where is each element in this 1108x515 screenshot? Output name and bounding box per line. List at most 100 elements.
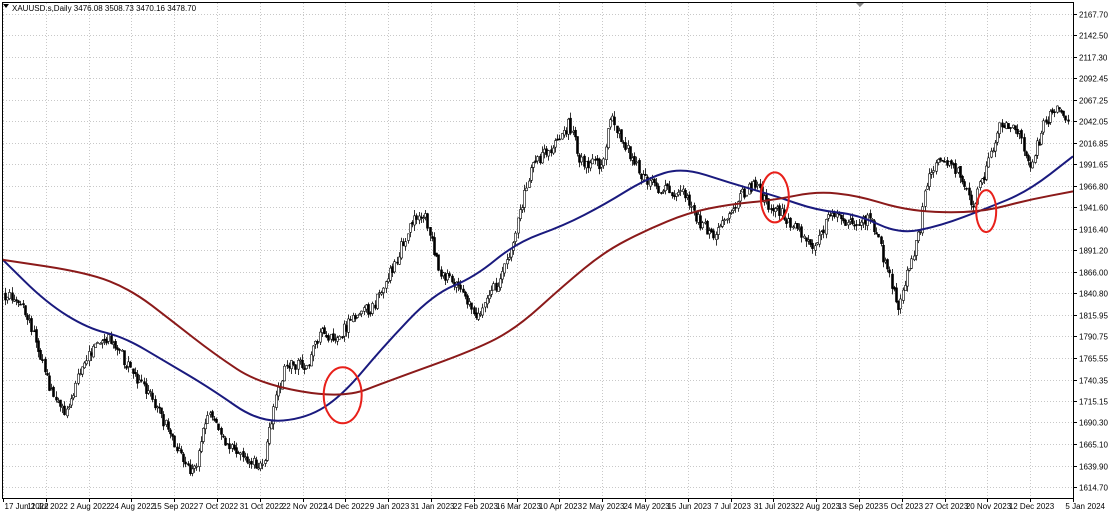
candle-body [6,296,9,301]
candle-body [103,338,106,341]
y-tick-label: 1815.95 [1079,312,1108,321]
chart-menu-triangle-icon[interactable] [3,4,9,8]
candle-body [814,245,817,251]
candle-body [717,227,720,235]
candle-body [706,220,709,235]
y-tick-label: 1966.80 [1079,183,1108,192]
candle-body [101,340,104,344]
x-tick-label: 31 Oct 2022 [240,502,284,511]
y-tick-label: 1740.35 [1079,377,1108,386]
candle-body [182,453,185,463]
candle-body [44,358,47,373]
candle-body [671,192,674,197]
candle-body [55,396,58,401]
candle-body [917,231,920,242]
candle-body [129,361,132,368]
candle-body [554,140,557,148]
candle-body [844,219,847,226]
candle-body [72,395,75,399]
candle-body [301,359,304,368]
y-tick-label: 1715.15 [1079,398,1108,407]
candle-body [360,310,363,315]
candle-body [404,241,407,247]
candle-body [620,129,623,142]
moving-average-slow-line [2,190,1074,396]
candle-body [13,299,16,302]
candle-body [822,229,825,234]
x-tick-label: 14 Dec 2022 [324,502,370,511]
candle-body [937,159,940,163]
y-tick-label: 2092.45 [1079,75,1108,84]
candle-body [490,290,493,295]
candle-body [228,443,231,450]
candle-body [486,297,489,305]
candle-body [624,142,627,150]
candle-body [534,160,537,163]
x-tick-label: 2 May 2023 [583,502,625,511]
candle-body [664,185,667,192]
grid [3,3,1074,498]
candle-body [8,292,11,299]
candle-body [132,368,135,374]
candle-body [574,129,577,138]
candle-body [880,236,883,244]
x-tick-label: 7 Oct 2022 [199,502,239,511]
candle-body [602,158,605,167]
candle-body [477,313,480,320]
candle-body [1064,115,1067,121]
candle-body [90,352,93,356]
candle-body [756,184,759,187]
candle-body [134,372,137,375]
candle-body [367,304,370,315]
candle-body [609,119,612,128]
candle-body [488,294,491,300]
y-tick-label: 1790.75 [1079,333,1108,342]
candle-body [712,230,715,239]
candle-body [635,161,638,164]
candle-body [895,287,898,303]
x-tick-label: 31 Jan 2023 [410,502,455,511]
candle-body [332,333,335,341]
candle-body [248,462,251,465]
candle-body [699,215,702,229]
candle-body [1036,140,1039,156]
x-tick-label: 12 Dec 2023 [1009,502,1055,511]
candle-body [591,158,594,165]
candle-body [88,351,91,362]
candle-body [1034,155,1037,163]
moving-averages [2,155,1074,422]
candle-body [356,314,359,318]
candle-body [140,379,143,382]
candle-body [347,318,350,333]
candle-body [508,257,511,260]
x-tick-label: 22 Aug 2023 [795,502,840,511]
candle-body [499,278,502,288]
candle-body [213,418,216,421]
candle-body [385,281,388,289]
candle-body [409,223,412,233]
candle-body [987,157,990,168]
candle-body [580,156,583,163]
y-tick-label: 2142.50 [1079,32,1108,41]
candle-body [136,373,139,384]
candle-body [1025,151,1028,157]
candle-body [191,468,194,474]
scroll-marker-icon[interactable] [856,3,864,7]
candle-body [253,457,256,466]
candle-body [1045,119,1048,123]
candle-body [737,201,740,209]
x-tick-label: 7 Jul 2023 [714,502,751,511]
x-tick-label: 11 Jul 2022 [27,502,68,511]
x-tick-label: 5 Jan 2024 [1065,502,1105,511]
y-tick-label: 1916.40 [1079,226,1108,235]
moving-average-fast-line [2,155,1074,422]
candle-body [200,441,203,452]
candle-body [503,263,506,274]
candle-body [732,208,735,211]
candle-body [902,289,905,301]
candle-body [261,464,264,466]
candle-body [805,237,808,242]
candle-body [662,190,665,193]
candle-body [459,284,462,290]
